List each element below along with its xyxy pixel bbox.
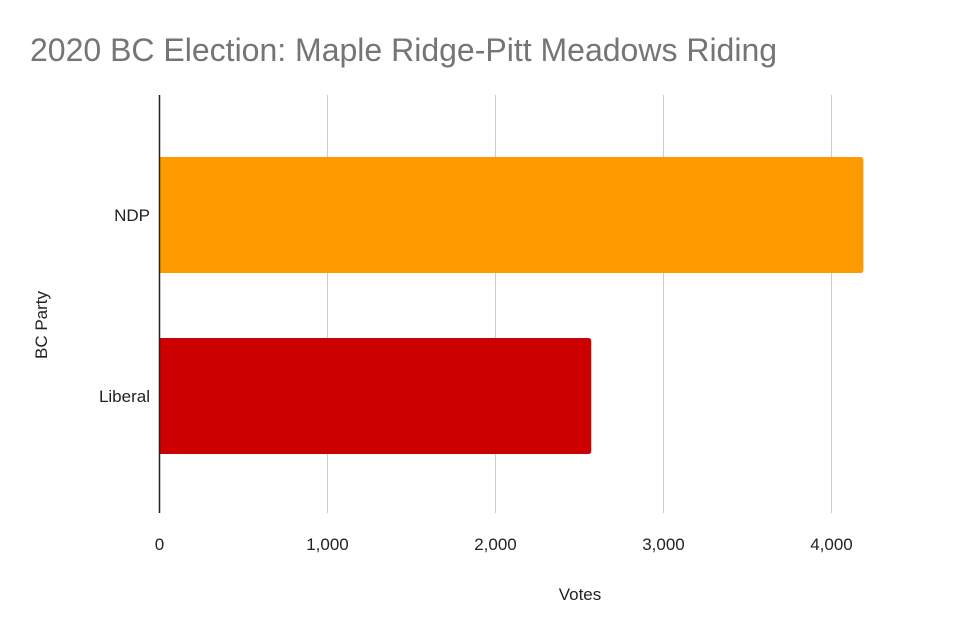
- x-axis-title: Votes: [559, 585, 602, 604]
- x-tick-label: 0: [155, 535, 164, 554]
- x-tick-labels: 0 1,000 2,000 3,000 4,000: [155, 535, 853, 554]
- x-tick-label: 3,000: [642, 535, 685, 554]
- x-tick-label: 4,000: [810, 535, 853, 554]
- bar-liberal: [159, 338, 592, 454]
- x-tick-label: 2,000: [474, 535, 517, 554]
- y-tick-label: NDP: [114, 206, 150, 225]
- chart-title: 2020 BC Election: Maple Ridge-Pitt Meado…: [30, 32, 778, 68]
- y-tick-label: Liberal: [99, 387, 150, 406]
- bar-ndp: [159, 157, 864, 273]
- bars: [159, 157, 864, 454]
- y-tick-labels: NDP Liberal: [99, 206, 150, 406]
- y-axis-title: BC Party: [32, 290, 51, 359]
- x-tick-label: 1,000: [306, 535, 349, 554]
